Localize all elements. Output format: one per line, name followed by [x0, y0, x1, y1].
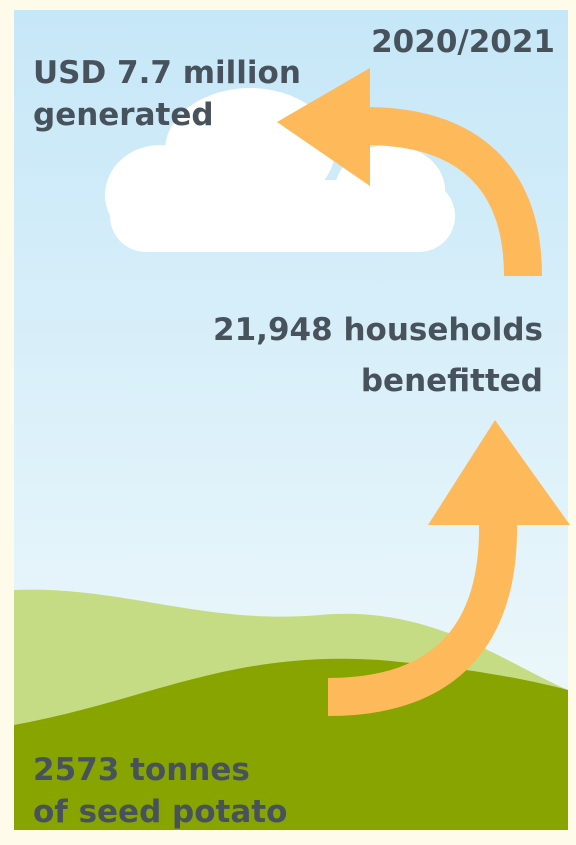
top-line: USD 7.7 million — [33, 55, 301, 91]
bottom-line: 2573 tonnes — [33, 752, 250, 788]
year: 2020/2021 — [371, 24, 555, 60]
top-line: generated — [33, 97, 214, 133]
middle-line: 21,948 households — [213, 312, 543, 348]
bottom-line: of seed potato — [33, 794, 287, 830]
page: 2020/2021 USD 7.7 million generated 21,9… — [0, 0, 576, 845]
middle-line: benefitted — [361, 363, 543, 399]
infographic: 2020/2021 USD 7.7 million generated 21,9… — [0, 0, 576, 845]
